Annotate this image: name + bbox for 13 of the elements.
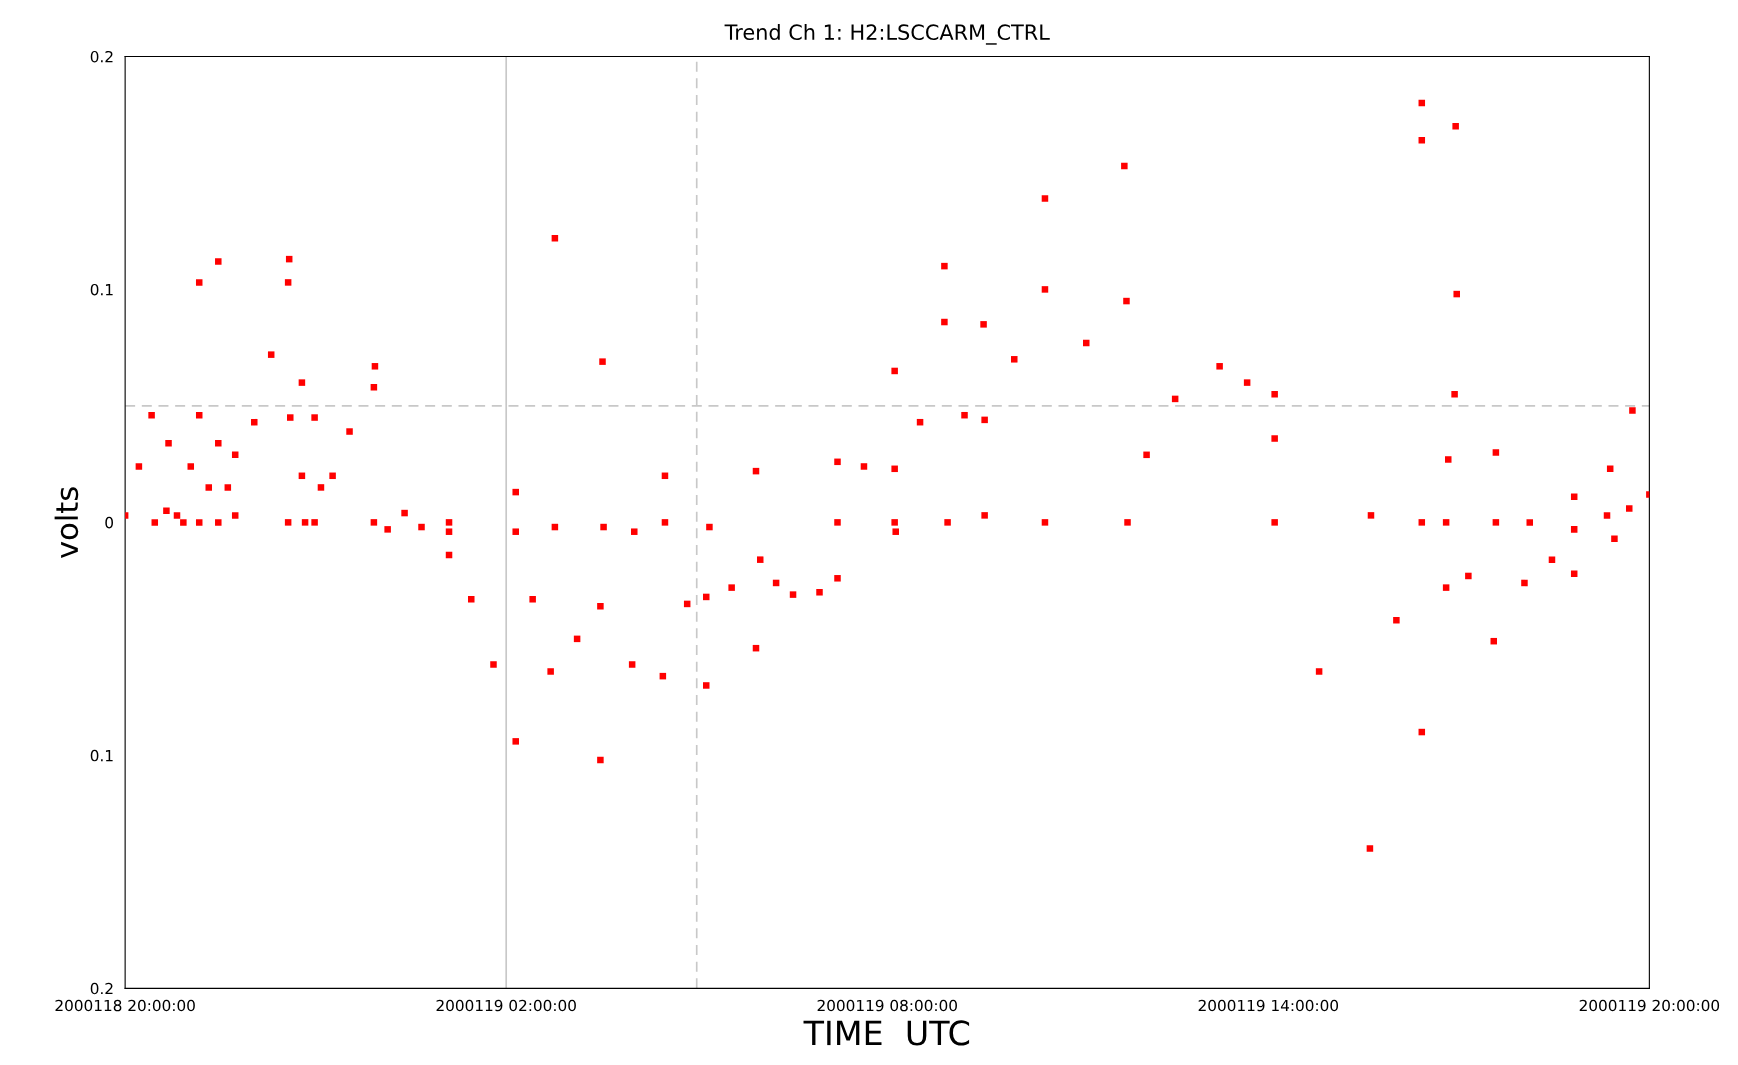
y-tick-label: 0.1 <box>90 283 113 296</box>
x-tick-label: 2000119 20:00:00 <box>1579 999 1720 1012</box>
y-tick-label: 0 <box>105 516 114 529</box>
chart-title: Trend Ch 1: H2:LSCCARM_CTRL <box>724 23 1050 45</box>
x-axis-title: TIME UTC <box>803 1020 970 1046</box>
y-tick-label: 0.2 <box>90 50 113 63</box>
x-tick-label: 2000119 08:00:00 <box>817 999 957 1012</box>
x-tick-label: 2000119 02:00:00 <box>436 999 576 1012</box>
x-tick-label: 2000118 20:00:00 <box>55 999 195 1012</box>
y-tick-label: 0.1 <box>90 749 113 762</box>
y-tick-label: 0.2 <box>90 982 113 995</box>
x-tick-label: 2000119 14:00:00 <box>1198 999 1339 1012</box>
y-axis-title: volts <box>54 487 79 559</box>
